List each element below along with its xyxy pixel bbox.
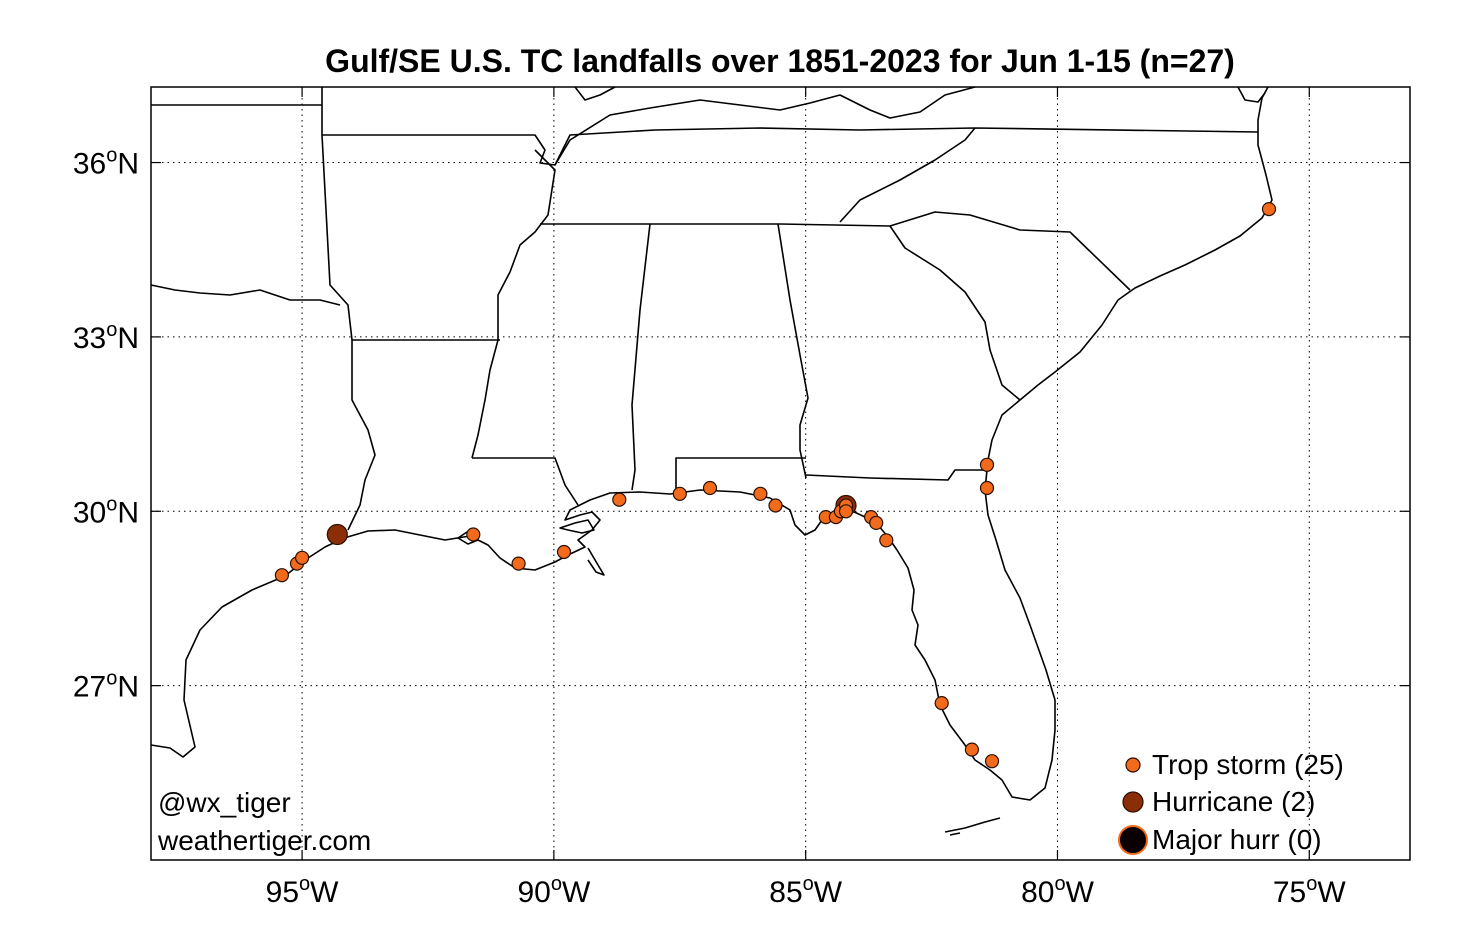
landfall-marker-ts [702,480,718,496]
coastline-va-md [1237,86,1266,103]
border-tx-ok-red-river [150,284,341,306]
tick-label-lon-deg: o [1306,873,1317,895]
tick-label-lat: 36oN [73,145,139,181]
tick-label-lon-num: 90 [517,876,550,909]
border-ok-ks-ar [322,127,1259,166]
tick-label-lon: 85oW [769,873,843,909]
border-ga-sc [889,225,1021,401]
border-nc-sc [889,211,1131,291]
border-tx-la [347,340,376,531]
legend-label-ts: Trop storm (25) [1152,749,1344,780]
border-al-ga [777,223,809,479]
tick-label-lat-num: 33 [73,322,106,355]
tick-label-lat-hemi: N [117,148,139,181]
tick-label-lat: 30oN [73,493,139,529]
tick-label-lat-num: 27 [73,671,106,704]
legend-label-hu: Hurricane (2) [1152,786,1315,817]
landfall-marker-ts [984,754,1000,769]
tick-label-lat: 27oN [73,668,139,704]
coastline-bay-detail [559,519,605,576]
tick-label-lon-deg: o [803,873,814,895]
tick-label-lon: 75oW [1273,873,1347,909]
tick-label-lon: 80oW [1021,873,1095,909]
tick-label-lon-hemi: W [1066,876,1095,909]
border-ms-river [471,149,556,459]
landfall-marker-ts [768,498,783,513]
tick-label-lon-deg: o [299,873,310,895]
landfall-marker-ts [1261,202,1277,217]
tick-label-lon-num: 95 [266,876,299,909]
border-ga-fl [805,469,985,481]
border-ky-tn-va [554,86,976,166]
tick-label-lat-deg: o [106,493,117,515]
border-ne-corner [574,86,616,101]
tick-label-lon-num: 80 [1021,876,1054,909]
landfall-marker-ts [934,695,949,711]
landfall-marker-ts [869,515,884,531]
credit-handle: @wx_tiger [158,787,291,818]
coastline-keys [944,817,1001,836]
legend-label-mh: Major hurr (0) [1152,824,1322,855]
tick-label-lat-deg: o [106,668,117,690]
tick-label-lon-deg: o [551,873,562,895]
tick-label-lon-num: 85 [769,876,802,909]
tick-label-lon-hemi: W [1317,876,1346,909]
landfall-marker-ts [879,533,894,548]
landfall-marker-ts [964,742,980,757]
landfall-markers [274,202,1277,769]
tick-label-lon-hemi: W [814,876,843,909]
landfall-marker-ts [511,556,526,571]
landfall-marker-ts [274,568,289,583]
border-ms-al [631,223,651,491]
landfall-marker-ts [295,550,310,565]
border-tx-ok-panhandle [321,87,353,341]
border-tn-nc [839,127,976,223]
border-al-fl [675,457,806,490]
plot-area [151,87,1410,860]
coastline-island-la [457,529,479,545]
tick-label-lon: 95oW [266,873,340,909]
landfall-marker-ts [672,486,687,501]
tick-label-lat-hemi: N [117,671,139,704]
tick-label-lat-deg: o [106,145,117,167]
tick-label-lon-deg: o [1054,873,1065,895]
tick-label-lat-num: 30 [73,496,106,529]
landfall-marker-ts [979,480,995,496]
landfall-marker-ts [838,504,854,519]
tick-label-lat-num: 36 [73,148,106,181]
credit-site: weathertiger.com [157,825,371,856]
tick-label-lon-hemi: W [562,876,591,909]
landfall-marker-hu [326,523,348,546]
gridlines [151,87,1410,860]
tick-label-lat-deg: o [106,319,117,341]
legend-marker-hu [1122,791,1144,813]
tick-label-lat-hemi: N [117,496,139,529]
tick-label-lon-num: 75 [1273,876,1306,909]
tick-label-lon-hemi: W [310,876,339,909]
landfall-marker-ts [556,544,572,560]
legend: Trop storm (25) Hurricane (2) Major hurr… [1118,749,1344,855]
tick-label-lat: 33oN [73,319,139,355]
border-tn-ms-al-ga [540,223,891,227]
landfall-marker-ts [466,527,481,542]
plot-frame [150,86,1411,861]
landfall-marker-ts [979,457,995,472]
figure-title: Gulf/SE U.S. TC landfalls over 1851-2023… [325,43,1235,79]
landfall-marker-ts [753,486,768,501]
border-la-ms-south [472,457,579,506]
landfall-marker-ts [612,492,627,507]
legend-marker-ts [1125,757,1141,773]
tick-label-lon: 90oW [517,873,591,909]
tick-label-lat-hemi: N [117,322,139,355]
legend-marker-mh [1118,825,1148,855]
